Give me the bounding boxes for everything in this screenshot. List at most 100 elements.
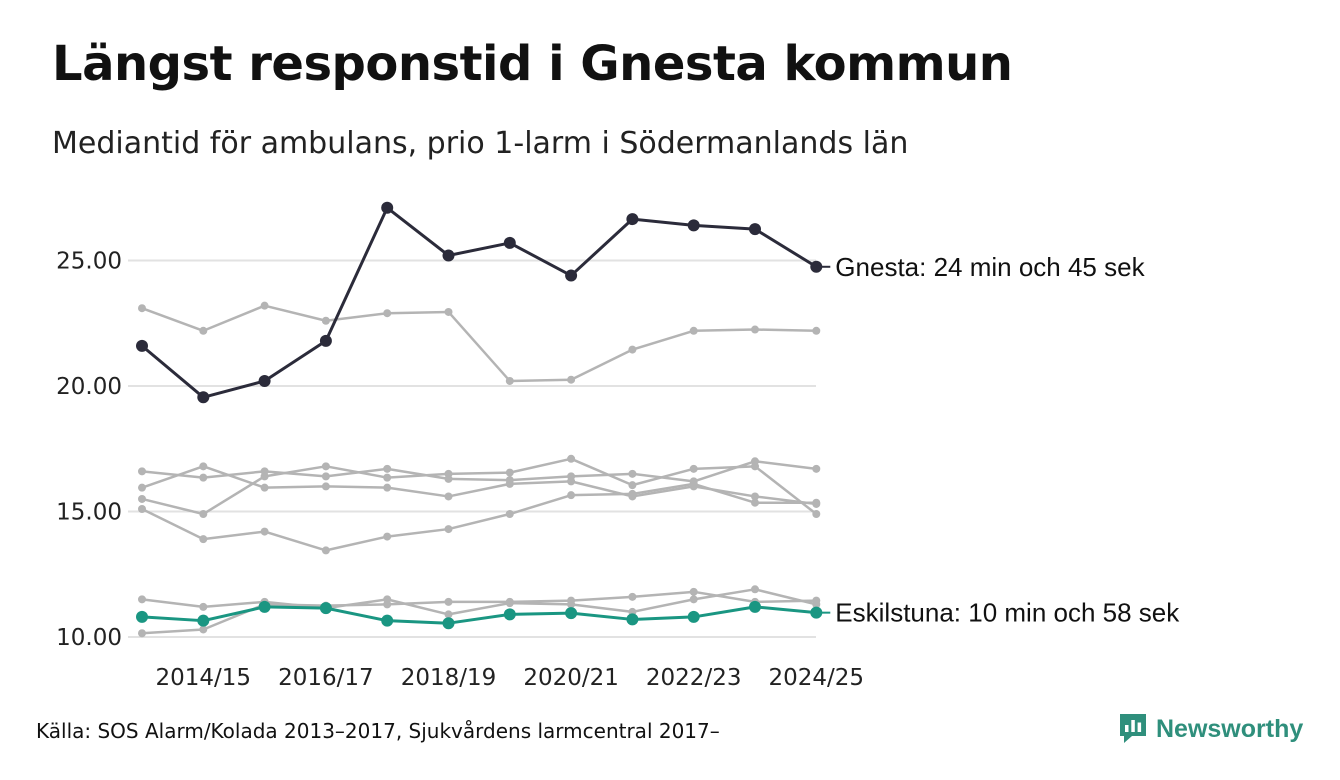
data-point — [565, 607, 578, 620]
data-point — [258, 600, 271, 613]
series-layer — [136, 201, 823, 638]
data-point — [751, 498, 759, 507]
data-point — [199, 510, 208, 519]
data-point — [687, 219, 700, 232]
data-point — [505, 376, 514, 385]
data-point — [626, 613, 639, 626]
data-point — [812, 326, 821, 335]
data-point — [567, 454, 576, 463]
y-axis: 10.00 15.00 20.00 25.00 — [56, 249, 122, 652]
data-point — [321, 472, 330, 481]
series-labels: Eskilstuna: 10 min och 58 sek Gnesta: 24 … — [816, 252, 1180, 628]
series-gnesta — [136, 201, 823, 404]
data-point — [381, 614, 394, 627]
data-point — [260, 527, 269, 536]
series-övrig-kommun-c — [138, 462, 821, 508]
data-point — [567, 491, 576, 500]
data-point — [260, 483, 269, 492]
data-point — [628, 481, 637, 490]
data-point — [751, 462, 759, 471]
x-tick-label: 2014/15 — [156, 665, 252, 691]
x-tick-label: 2020/21 — [523, 665, 619, 691]
data-point — [628, 345, 637, 354]
data-point — [505, 597, 514, 606]
data-point — [138, 595, 146, 604]
data-point — [199, 326, 208, 335]
data-point — [503, 608, 516, 621]
data-point — [567, 596, 576, 605]
series-övrig-kommun-b — [138, 457, 821, 486]
data-point — [442, 617, 455, 630]
data-point — [260, 472, 269, 481]
data-point — [319, 602, 332, 615]
chart-title: Längst responstid i Gnesta kommun — [52, 36, 1013, 92]
series-övrig-kommun-d — [138, 454, 821, 519]
data-point — [383, 309, 392, 318]
data-point — [319, 334, 332, 347]
series-line — [140, 605, 818, 625]
y-tick-label: 20.00 — [56, 374, 122, 400]
data-point — [567, 375, 576, 384]
x-axis: 2014/15 2016/17 2018/19 2020/21 2022/23 2024/… — [156, 665, 865, 691]
series-line — [140, 457, 818, 516]
data-point — [321, 482, 330, 491]
series-line — [140, 460, 818, 483]
data-point — [689, 479, 698, 488]
data-point — [444, 492, 453, 501]
data-point — [751, 325, 759, 334]
data-point — [628, 592, 637, 601]
data-point — [199, 625, 208, 634]
line-chart: 10.00 15.00 20.00 25.00 2014/15 2016/17 2018/… — [56, 201, 1180, 691]
newsworthy-icon — [1120, 714, 1146, 743]
data-point — [565, 269, 578, 282]
y-tick-label: 10.00 — [56, 625, 122, 651]
data-point — [138, 467, 146, 476]
data-point — [567, 477, 576, 486]
data-point — [138, 494, 146, 503]
series-label-gnesta: Gnesta: 24 min och 45 sek — [835, 252, 1145, 282]
data-point — [444, 469, 453, 478]
data-point — [751, 585, 759, 594]
data-point — [321, 546, 330, 555]
series-eskilstuna — [136, 600, 823, 630]
data-point — [138, 304, 146, 313]
data-point — [199, 535, 208, 544]
series-line — [140, 588, 818, 616]
data-point — [444, 525, 453, 534]
data-point — [197, 391, 210, 404]
newsworthy-logo: Newsworthy — [1118, 712, 1303, 746]
data-point — [628, 489, 637, 498]
data-point — [751, 492, 759, 501]
data-point — [689, 464, 698, 473]
data-point — [812, 464, 821, 473]
data-point — [442, 249, 455, 262]
data-point — [749, 223, 761, 236]
data-point — [505, 479, 514, 488]
data-point — [321, 462, 330, 471]
data-point — [136, 610, 148, 623]
data-point — [505, 510, 514, 519]
data-point — [749, 600, 761, 613]
data-point — [199, 462, 208, 471]
data-point — [687, 610, 700, 623]
brand-name: Newsworthy — [1156, 714, 1304, 743]
series-övrig-kommun-a — [138, 301, 821, 385]
series-line — [140, 465, 818, 506]
data-point — [199, 473, 208, 482]
data-point — [812, 510, 821, 519]
source-note: Källa: SOS Alarm/Kolada 2013–2017, Sjukv… — [36, 719, 720, 743]
data-point — [136, 339, 148, 352]
series-line — [140, 206, 818, 399]
y-tick-label: 25.00 — [56, 249, 122, 275]
y-tick-label: 15.00 — [56, 500, 122, 526]
data-point — [628, 469, 637, 478]
data-point — [260, 301, 269, 310]
data-point — [138, 483, 146, 492]
x-tick-label: 2022/23 — [646, 665, 742, 691]
data-point — [138, 504, 146, 513]
data-point — [138, 629, 146, 638]
data-point — [321, 316, 330, 325]
data-point — [199, 602, 208, 611]
x-tick-label: 2024/25 — [769, 665, 865, 691]
data-point — [689, 595, 698, 604]
